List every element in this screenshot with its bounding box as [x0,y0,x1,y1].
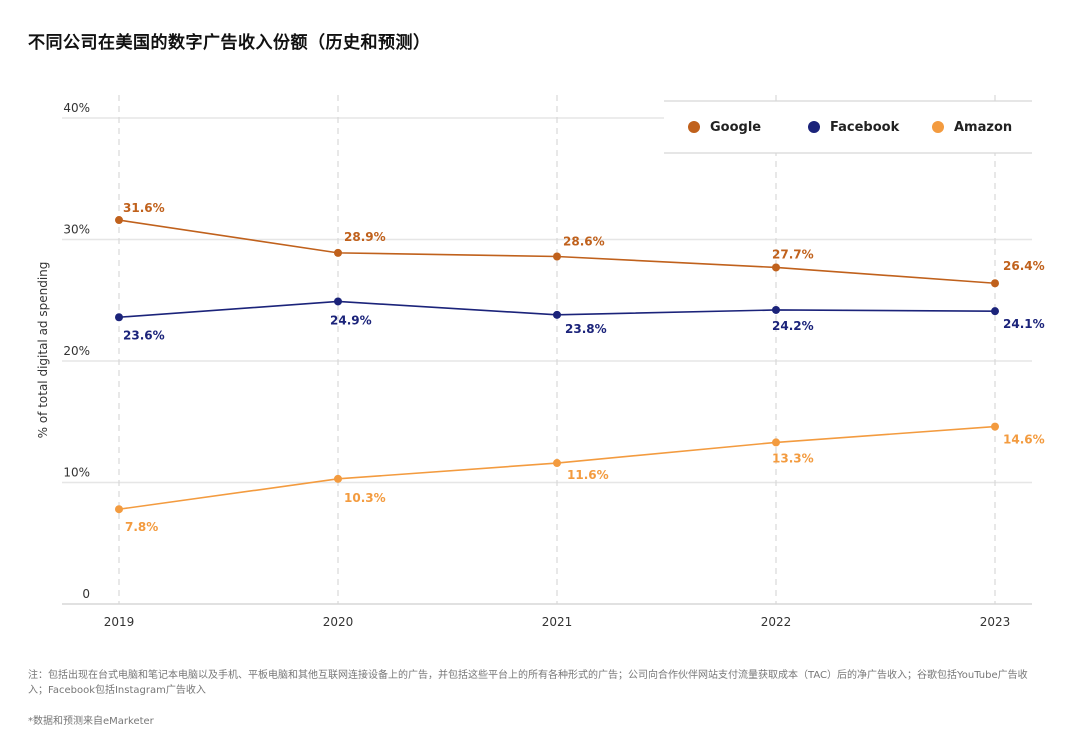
legend-marker-amazon [932,121,944,133]
data-point-google [991,279,999,288]
data-point-google [115,216,123,225]
x-tick-label: 2023 [980,615,1011,629]
legend-box [664,101,1032,153]
x-tick-label: 2021 [542,615,573,629]
legend: Google Facebook Amazon [664,100,1032,154]
y-tick-label: 10% [63,466,90,480]
data-point-facebook [991,307,999,316]
data-point-facebook [334,297,342,306]
data-label-amazon: 13.3% [772,451,814,465]
data-point-amazon [115,505,123,514]
legend-label-facebook: Facebook [830,120,900,135]
data-label-facebook: 23.6% [123,328,165,342]
data-label-google: 26.4% [1003,259,1045,273]
data-label-facebook: 24.9% [330,313,372,327]
data-point-google [772,263,780,272]
data-label-facebook: 24.2% [772,319,814,333]
data-label-google: 27.7% [772,247,814,261]
data-label-google: 28.9% [344,230,386,244]
data-point-facebook [115,313,123,322]
data-point-amazon [334,474,342,483]
data-point-amazon [772,438,780,447]
chart-title: 不同公司在美国的数字广告收入份额（历史和预测） [28,33,431,53]
data-label-amazon: 7.8% [125,520,158,534]
x-tick-label: 2022 [761,615,792,629]
y-axis-label: % of total digital ad spending [36,261,50,439]
data-point-amazon [991,422,999,431]
data-label-google: 31.6% [123,201,165,215]
data-label-facebook: 24.1% [1003,317,1045,331]
data-label-amazon: 10.3% [344,491,386,505]
legend-marker-facebook [808,121,820,133]
x-tick-label: 2019 [104,615,135,629]
x-tick-label: 2020 [323,615,354,629]
legend-label-google: Google [710,120,761,135]
series-layer [115,216,999,514]
y-tick-label: 0 [82,587,90,601]
data-point-google [334,248,342,257]
data-point-facebook [772,305,780,314]
source-note: *数据和预测来自eMarketer [28,716,154,727]
data-label-amazon: 14.6% [1003,433,1045,447]
y-tick-label: 20% [63,344,90,358]
legend-label-amazon: Amazon [954,120,1012,135]
y-tick-label: 30% [63,223,90,237]
footnote: 注：包括出现在台式电脑和笔记本电脑以及手机、平板电脑和其他互联网连接设备上的广告… [28,670,1028,696]
data-point-facebook [553,310,561,319]
data-label-amazon: 11.6% [567,468,609,482]
grid-layer: 0 10% 20% 30% 40% 2019 2020 2021 2022 2023 [62,95,1032,629]
data-label-facebook: 23.8% [565,322,607,336]
data-label-google: 28.6% [563,235,605,249]
label-layer: 31.6% 28.9% 28.6% 27.7% 26.4% 23.6% 24.9% 23.8%… [123,201,1045,534]
y-tick-label: 40% [63,101,90,115]
data-point-google [553,252,561,261]
legend-marker-google [688,121,700,133]
data-point-amazon [553,459,561,468]
